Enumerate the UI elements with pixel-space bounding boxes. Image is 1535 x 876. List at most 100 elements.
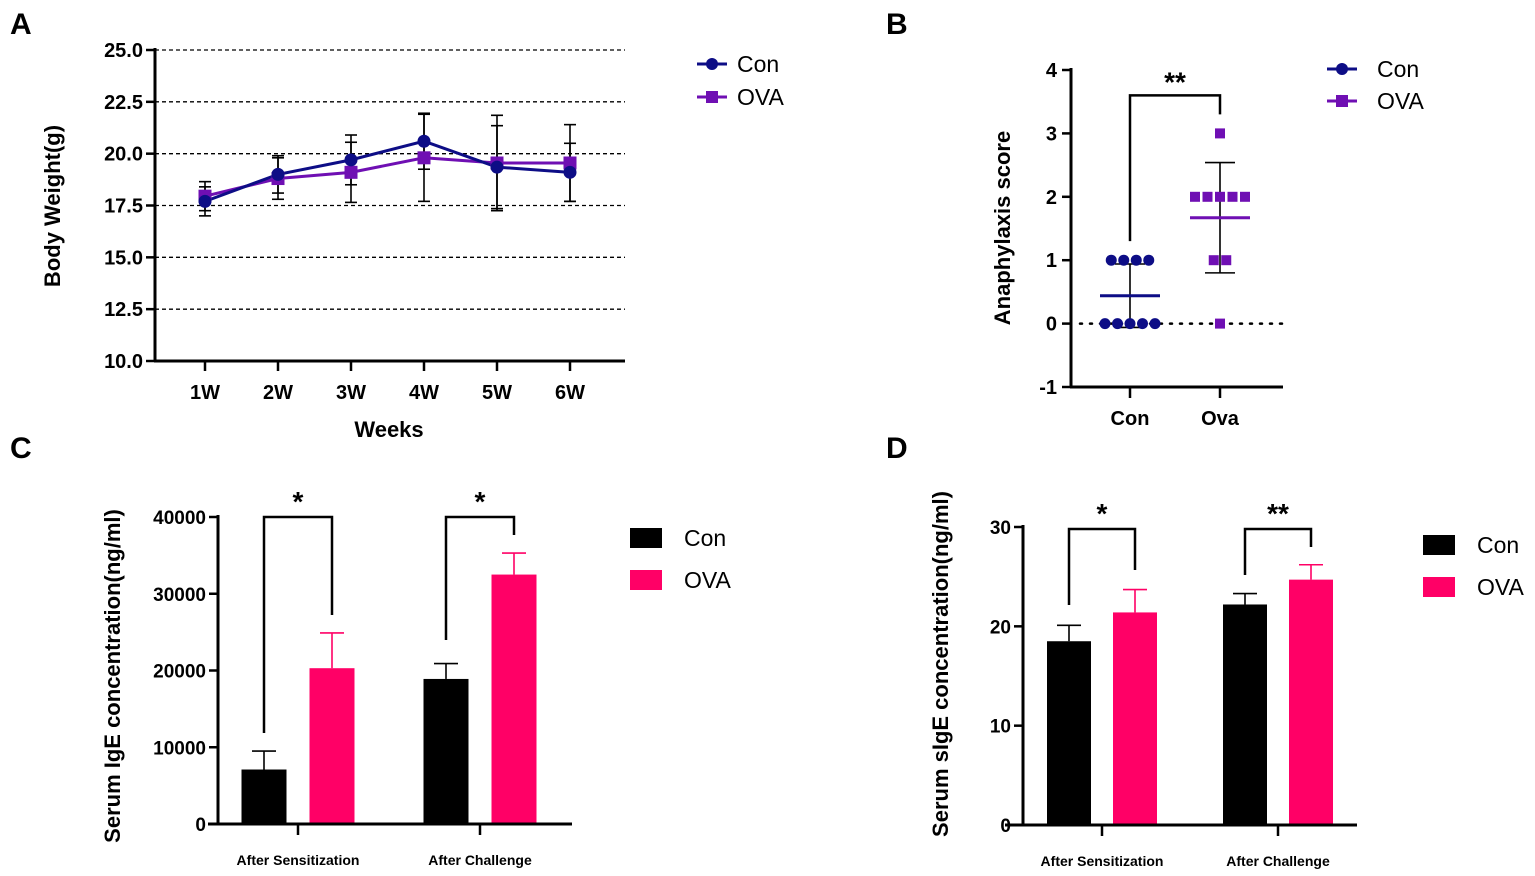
data-point-ova <box>1215 128 1225 139</box>
legend-label-ova: OVA <box>1377 88 1425 114</box>
significance-bracket-line <box>1243 527 1313 575</box>
series-lines <box>204 139 571 203</box>
data-point-ova <box>1202 191 1213 202</box>
y-tick-label: 30 <box>990 518 1011 539</box>
legend-label-con: Con <box>1477 532 1519 558</box>
axes <box>153 48 625 363</box>
axes <box>1069 68 1283 389</box>
legend-label-ova: OVA <box>737 84 785 110</box>
y-tick-label: 0 <box>195 815 206 836</box>
y-axis-title: Anaphylaxis score <box>990 131 1015 325</box>
y-tick-label: 40000 <box>153 508 206 529</box>
point-con <box>344 153 358 167</box>
data-point-con <box>1124 318 1136 330</box>
significance-bracket: ** <box>1128 66 1222 242</box>
significance-label: ** <box>1164 66 1186 97</box>
point-ova <box>563 156 577 170</box>
legend-circle-icon <box>1336 63 1348 75</box>
legend-label-ova: OVA <box>684 567 732 593</box>
y-axis-title: Serum sIgE concentration(ng/ml) <box>928 491 953 837</box>
point-con <box>490 160 504 174</box>
y-axis-ticks: 0 10000 20000 30000 40000 <box>153 508 218 836</box>
significance-label: ** <box>1267 498 1289 529</box>
panel-label-b: B <box>886 8 908 41</box>
panel-label-c: C <box>10 432 32 465</box>
data-point-ova <box>1190 191 1200 202</box>
y-axis-ticks: -1 0 1 2 3 4 <box>1039 60 1071 399</box>
data-point-con <box>1143 254 1155 266</box>
legend-square-icon <box>1336 95 1348 107</box>
legend: Con OVA <box>697 51 785 110</box>
x-axis-ticks: 1W 2W 3W 4W 5W 6W <box>190 361 585 404</box>
y-tick-label: 15.0 <box>104 247 143 269</box>
x-axis-title: Weeks <box>354 417 423 442</box>
point-con <box>417 134 431 148</box>
data-point-con <box>1105 254 1117 266</box>
x-tick-label: 4W <box>409 382 439 404</box>
legend-label-con: Con <box>1377 56 1419 82</box>
x-tick-label: After Sensitization <box>1041 853 1164 869</box>
data-points <box>1099 128 1250 330</box>
y-tick-label: 20000 <box>153 662 206 683</box>
x-axis-ticks: After Sensitization After Challenge <box>237 824 532 868</box>
y-tick-label: -1 <box>1039 377 1057 399</box>
y-tick-label: 30000 <box>153 585 206 606</box>
y-tick-label: 20.0 <box>104 144 143 166</box>
axes <box>1005 525 1357 827</box>
error-bars <box>1057 563 1323 642</box>
significance-brackets: * ** <box>1067 498 1313 605</box>
data-point-con <box>1099 318 1111 330</box>
x-tick-label: After Sensitization <box>237 852 360 868</box>
bar-ova <box>1289 579 1333 825</box>
bars <box>1047 579 1333 825</box>
data-point-ova <box>1215 318 1225 329</box>
panel-c-bar-chart: 0 10000 20000 30000 40000 After Sensitizatio… <box>100 486 732 868</box>
legend-square-icon <box>706 91 718 103</box>
x-tick-label: After Challenge <box>428 852 532 868</box>
point-con <box>563 165 577 179</box>
x-tick-label: After Challenge <box>1226 853 1330 869</box>
x-tick-label: Con <box>1111 408 1150 430</box>
y-axis-ticks: 0102030 <box>990 518 1023 837</box>
significance-bracket-line <box>1067 527 1137 605</box>
legend: Con OVA <box>1327 56 1425 114</box>
series-markers <box>198 134 577 208</box>
significance-label: * <box>1097 498 1108 529</box>
y-tick-label: 3 <box>1046 123 1057 145</box>
bar-ova <box>1113 612 1157 825</box>
x-tick-label: 2W <box>263 382 293 404</box>
series-line-con <box>204 139 571 203</box>
legend-swatch-con <box>630 528 662 548</box>
legend-label-con: Con <box>737 51 779 77</box>
point-con <box>271 167 285 181</box>
data-point-ova <box>1240 191 1250 202</box>
y-tick-label: 25.0 <box>104 40 143 62</box>
x-tick-label: Ova <box>1201 408 1240 430</box>
x-axis-ticks: After Sensitization After Challenge <box>1041 825 1330 869</box>
data-point-ova <box>1215 191 1225 202</box>
bar-con <box>1047 641 1091 825</box>
point-ova <box>417 151 431 165</box>
x-tick-label: 3W <box>336 382 366 404</box>
y-axis-ticks: 10.0 12.5 15.0 17.5 20.0 22.5 25.0 <box>104 40 155 373</box>
point-ova <box>344 165 358 179</box>
point-con <box>198 194 212 208</box>
error-bars <box>1100 161 1250 329</box>
legend-swatch-con <box>1423 535 1455 555</box>
bar-con <box>423 678 469 824</box>
x-tick-label: 6W <box>555 382 585 404</box>
y-tick-label: 20 <box>990 617 1011 638</box>
data-point-con <box>1130 254 1142 266</box>
y-tick-label: 17.5 <box>104 196 143 218</box>
significance-bracket-line <box>444 515 516 640</box>
y-tick-label: 10.0 <box>104 351 143 373</box>
data-point-con <box>1137 318 1148 330</box>
panel-a-line-chart: 10.0 12.5 15.0 17.5 20.0 22.5 25.0 1W 2W 3W 4W 5W 6… <box>40 40 785 442</box>
legend-circle-icon <box>706 58 718 70</box>
bars <box>241 574 537 824</box>
y-tick-label: 4 <box>1046 60 1058 82</box>
x-tick-label: 1W <box>190 382 220 404</box>
data-point-con <box>1118 254 1130 266</box>
